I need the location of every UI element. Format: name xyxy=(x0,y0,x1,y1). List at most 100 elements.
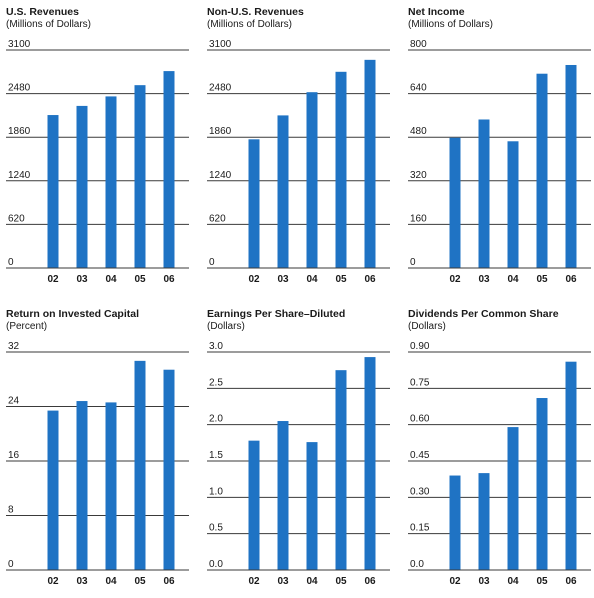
chart-subtitle: (Percent) xyxy=(6,321,48,332)
bar-chart-non-us-revenues: 0 620 1240 1860 2480 3100 02 03 04 05 06 xyxy=(207,39,390,285)
y-tick-label: 1860 xyxy=(209,126,232,137)
bar-04 xyxy=(306,92,318,269)
x-tick-label: 05 xyxy=(134,576,146,587)
bar-02 xyxy=(47,115,59,268)
bar-05 xyxy=(335,370,347,570)
x-tick-label: 02 xyxy=(47,576,59,587)
y-tick-label: 32 xyxy=(8,341,20,352)
bar-04 xyxy=(507,427,519,570)
y-tick-label: 24 xyxy=(8,396,20,407)
y-tick-label: 1.0 xyxy=(209,486,223,497)
x-tick-label: 06 xyxy=(364,576,376,587)
x-tick-label: 04 xyxy=(507,274,519,285)
y-tick-label: 0 xyxy=(8,257,14,268)
x-tick-label: 05 xyxy=(536,576,548,587)
x-tick-label: 04 xyxy=(306,576,318,587)
bar-chart-net-income: 0 160 320 480 640 800 02 03 04 05 06 xyxy=(408,39,591,285)
x-tick-label: 02 xyxy=(47,274,59,285)
y-tick-label: 3100 xyxy=(209,39,232,50)
x-tick-label: 03 xyxy=(76,576,88,587)
x-tick-label: 06 xyxy=(163,274,175,285)
x-tick-label: 02 xyxy=(248,274,260,285)
x-tick-label: 02 xyxy=(449,576,461,587)
chart-panel-non-us-revenues: Non-U.S. Revenues (Millions of Dollars) … xyxy=(207,6,393,296)
bar-06 xyxy=(163,369,175,570)
bar-chart-earnings-per-share: 0.0 0.5 1.0 1.5 2.0 2.5 3.0 02 03 04 05 06 xyxy=(207,341,390,587)
bar-05 xyxy=(134,85,146,269)
x-tick-label: 06 xyxy=(565,576,577,587)
bar-02 xyxy=(248,139,260,268)
chart-subtitle: (Dollars) xyxy=(408,321,446,332)
bar-chart-us-revenues: 0 620 1240 1860 2480 3100 02 03 04 05 06 xyxy=(6,39,189,285)
bar-02 xyxy=(449,137,461,268)
bar-chart-dividends-per-share: 0.0 0.15 0.30 0.45 0.60 0.75 0.90 02 03 04 05 06 xyxy=(408,341,591,587)
bar-02 xyxy=(449,475,461,570)
bar-03 xyxy=(277,421,289,570)
x-tick-label: 05 xyxy=(536,274,548,285)
x-tick-label: 06 xyxy=(163,576,175,587)
y-tick-label: 0.60 xyxy=(410,414,430,425)
y-tick-label: 16 xyxy=(8,450,20,461)
x-tick-label: 03 xyxy=(277,576,289,587)
y-tick-label: 620 xyxy=(209,213,226,224)
y-tick-label: 0 xyxy=(410,257,416,268)
bar-04 xyxy=(105,402,117,570)
y-tick-label: 1240 xyxy=(8,170,31,181)
bar-02 xyxy=(248,440,260,570)
chart-subtitle: (Millions of Dollars) xyxy=(6,19,92,30)
bar-06 xyxy=(163,71,175,268)
y-tick-label: 0.75 xyxy=(410,377,430,388)
y-tick-label: 0.90 xyxy=(410,341,430,352)
chart-subtitle: (Dollars) xyxy=(207,321,245,332)
y-tick-label: 3.0 xyxy=(209,341,223,352)
y-tick-label: 8 xyxy=(8,505,14,516)
y-tick-label: 160 xyxy=(410,213,427,224)
y-tick-label: 0 xyxy=(8,559,14,570)
chart-panel-earnings-per-share: Earnings Per Share–Diluted (Dollars) 0.0… xyxy=(207,308,393,598)
y-tick-label: 1.5 xyxy=(209,450,223,461)
bar-04 xyxy=(105,96,117,268)
y-tick-label: 2480 xyxy=(8,83,31,94)
y-tick-label: 1860 xyxy=(8,126,31,137)
bar-06 xyxy=(364,357,376,570)
bar-04 xyxy=(507,141,519,268)
y-tick-label: 640 xyxy=(410,83,427,94)
bar-03 xyxy=(478,119,490,268)
bar-02 xyxy=(47,410,59,570)
bar-03 xyxy=(478,473,490,570)
chart-panel-net-income: Net Income (Millions of Dollars) 0 160 320… xyxy=(408,6,594,296)
x-tick-label: 04 xyxy=(105,576,117,587)
y-tick-label: 0.5 xyxy=(209,523,223,534)
y-tick-label: 480 xyxy=(410,126,427,137)
bar-06 xyxy=(565,361,577,570)
y-tick-label: 320 xyxy=(410,170,427,181)
bar-06 xyxy=(364,59,376,269)
y-tick-label: 0.30 xyxy=(410,486,430,497)
chart-subtitle: (Millions of Dollars) xyxy=(408,19,494,30)
y-tick-label: 2.5 xyxy=(209,377,223,388)
chart-panel-dividends-per-share: Dividends Per Common Share (Dollars) 0.0… xyxy=(408,308,594,598)
x-tick-label: 04 xyxy=(507,576,519,587)
y-tick-label: 800 xyxy=(410,39,427,50)
x-tick-label: 05 xyxy=(134,274,146,285)
x-tick-label: 03 xyxy=(478,274,490,285)
bar-chart-return-on-invested-capital: 0 8 16 24 32 02 03 04 05 06 xyxy=(6,341,189,587)
bar-03 xyxy=(76,105,88,268)
x-tick-label: 03 xyxy=(277,274,289,285)
x-tick-label: 04 xyxy=(306,274,318,285)
y-tick-label: 2480 xyxy=(209,83,232,94)
bar-06 xyxy=(565,64,577,268)
chart-title: Return on Invested Capital xyxy=(6,308,140,320)
x-tick-label: 05 xyxy=(335,576,347,587)
chart-panel-us-revenues: U.S. Revenues (Millions of Dollars) 0 620… xyxy=(6,6,192,296)
bar-05 xyxy=(335,71,347,268)
y-tick-label: 1240 xyxy=(209,170,232,181)
y-tick-label: 0.0 xyxy=(209,559,223,570)
y-tick-label: 0 xyxy=(209,257,215,268)
x-tick-label: 05 xyxy=(335,274,347,285)
chart-title: Net Income xyxy=(408,6,465,18)
bar-05 xyxy=(536,73,548,269)
bar-04 xyxy=(306,442,318,570)
x-tick-label: 03 xyxy=(76,274,88,285)
bar-03 xyxy=(277,115,289,269)
